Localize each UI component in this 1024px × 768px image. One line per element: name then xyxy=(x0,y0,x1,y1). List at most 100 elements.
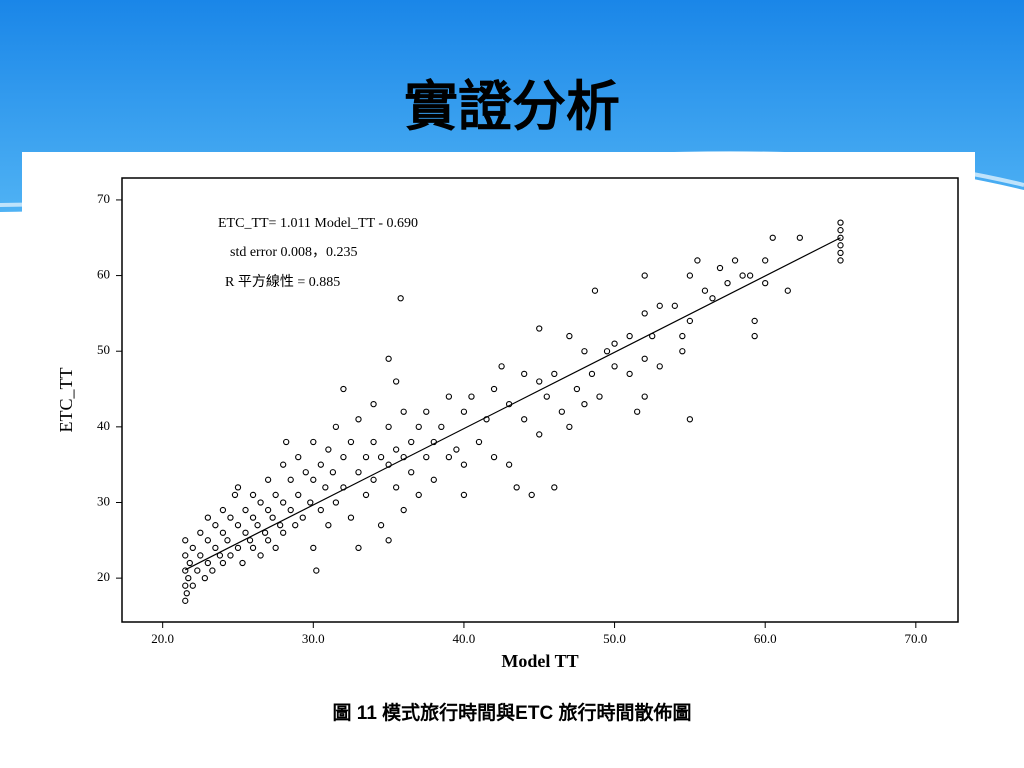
point xyxy=(182,582,189,589)
point xyxy=(626,332,633,340)
point xyxy=(280,529,287,536)
annotation: ETC_TT= 1.011 Model_TT - 0.690 xyxy=(218,216,418,231)
point xyxy=(370,476,377,483)
point xyxy=(355,544,362,552)
point xyxy=(837,219,844,226)
point xyxy=(272,491,279,499)
point xyxy=(219,559,227,567)
x-tick-label: 20.0 xyxy=(151,631,174,646)
point xyxy=(280,461,287,468)
point xyxy=(460,408,468,415)
point xyxy=(762,279,769,287)
point xyxy=(340,484,347,491)
point xyxy=(415,423,422,431)
point xyxy=(234,484,242,491)
point xyxy=(505,401,513,408)
point xyxy=(701,287,709,294)
point xyxy=(581,348,588,355)
point xyxy=(317,461,324,468)
point xyxy=(287,476,294,483)
point xyxy=(307,499,314,506)
x-tick-label: 40.0 xyxy=(453,631,476,646)
x-tick-label: 50.0 xyxy=(603,631,626,646)
point xyxy=(566,423,573,431)
point xyxy=(837,257,844,264)
point xyxy=(219,529,227,536)
point xyxy=(201,574,208,582)
point xyxy=(588,370,596,378)
point xyxy=(679,348,686,355)
point xyxy=(397,295,404,302)
point xyxy=(536,378,543,385)
point xyxy=(415,491,422,499)
point xyxy=(362,453,370,461)
point xyxy=(370,401,377,408)
point xyxy=(204,559,212,567)
point xyxy=(392,446,400,453)
point xyxy=(313,567,320,574)
point xyxy=(355,469,362,476)
point xyxy=(596,393,603,400)
point xyxy=(310,476,317,483)
point xyxy=(558,408,565,415)
point xyxy=(641,355,648,362)
point xyxy=(641,393,648,400)
point xyxy=(626,370,633,378)
figure-caption: 圖 11 模式旅行時間與ETC 旅行時間散佈圖 xyxy=(332,703,692,724)
point xyxy=(385,537,392,544)
point xyxy=(536,431,543,438)
point xyxy=(295,491,302,499)
point xyxy=(355,416,362,423)
point xyxy=(784,287,791,294)
point xyxy=(212,522,219,529)
point xyxy=(283,438,290,446)
plot-frame xyxy=(121,177,959,623)
point xyxy=(246,537,254,544)
point xyxy=(310,438,317,446)
point xyxy=(264,506,272,514)
y-tick-label: 60 xyxy=(97,267,110,282)
point xyxy=(686,416,694,423)
point xyxy=(340,385,347,393)
point xyxy=(573,385,581,393)
point xyxy=(679,332,686,340)
y-axis-label: ETC_TT xyxy=(56,368,76,433)
point xyxy=(317,506,324,514)
point xyxy=(611,340,618,347)
point xyxy=(392,484,400,491)
point xyxy=(385,355,392,362)
point xyxy=(566,332,573,340)
annotation: R 平方線性 = 0.885 xyxy=(225,274,340,290)
point xyxy=(408,438,415,446)
point xyxy=(182,552,189,559)
fit-line xyxy=(184,237,841,571)
point xyxy=(197,529,204,536)
chart-panel xyxy=(22,152,975,692)
point xyxy=(197,552,204,559)
point xyxy=(269,514,276,521)
point xyxy=(189,544,196,552)
point xyxy=(762,257,769,264)
x-tick-label: 70.0 xyxy=(904,631,927,646)
point xyxy=(377,453,385,461)
point xyxy=(325,522,332,529)
point xyxy=(227,514,234,521)
point xyxy=(257,552,264,559)
point xyxy=(430,476,437,483)
point xyxy=(400,453,407,461)
y-tick-label: 70 xyxy=(97,191,110,206)
point xyxy=(329,469,337,476)
point xyxy=(272,544,279,552)
point xyxy=(310,544,317,552)
point xyxy=(724,279,731,287)
point xyxy=(239,559,246,567)
point xyxy=(460,461,468,468)
point xyxy=(837,234,844,241)
point xyxy=(551,370,558,378)
y-tick-label: 40 xyxy=(97,418,110,433)
point xyxy=(475,438,483,446)
point xyxy=(641,310,648,317)
point xyxy=(460,491,468,499)
